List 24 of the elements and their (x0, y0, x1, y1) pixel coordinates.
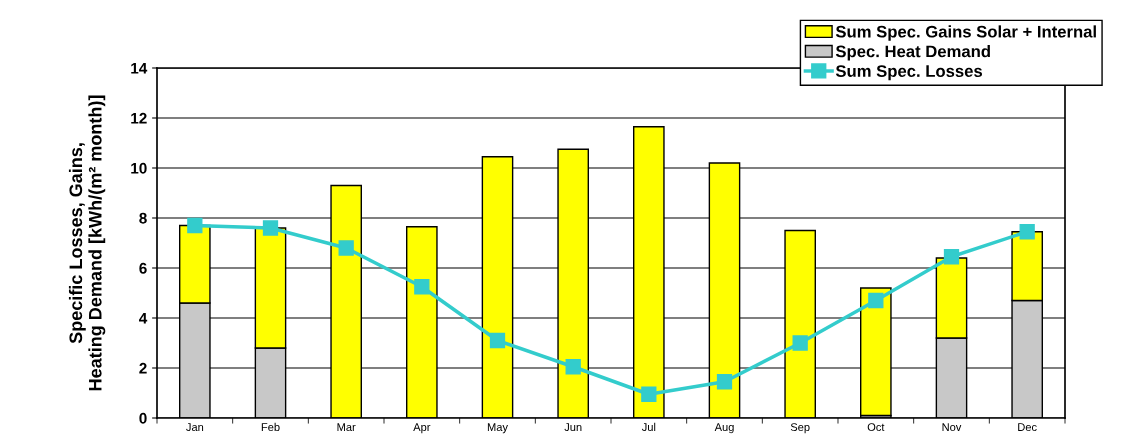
y-tick-label: 6 (139, 262, 147, 274)
legend-label: Sum Spec. Losses (835, 65, 983, 81)
x-tick-label: Feb (261, 422, 280, 432)
y-tick-label: 0 (139, 412, 147, 424)
y-axis-title: Specific Losses, Gains, Heating Demand [kWh/(m² month)] (68, 95, 106, 391)
x-tick-label: Oct (867, 423, 885, 432)
legend-label: Sum Spec. Gains Solar + Internal (835, 25, 1096, 41)
x-tick-label: Jun (564, 423, 582, 432)
y-tick-label: 12 (131, 112, 147, 124)
x-tick-label: Aug (714, 423, 734, 434)
x-tick-label: Nov (942, 423, 962, 432)
x-tick-label: Jan (186, 423, 204, 432)
y-tick-label: 14 (131, 63, 148, 74)
x-tick-label: Dec (1018, 423, 1037, 432)
x-tick-label: Jul (641, 422, 656, 432)
x-tick-label: Mar (337, 423, 356, 432)
y-tick-label: 2 (139, 362, 147, 374)
y-tick-label: 10 (131, 162, 147, 174)
legend-label: Spec. Heat Demand (835, 45, 990, 61)
y-tick-label: 4 (139, 313, 148, 324)
x-tick-label: Sep (790, 423, 810, 434)
x-tick-label: Apr (413, 423, 431, 434)
x-tick-label: May (487, 423, 508, 434)
y-tick-label: 8 (139, 212, 147, 224)
